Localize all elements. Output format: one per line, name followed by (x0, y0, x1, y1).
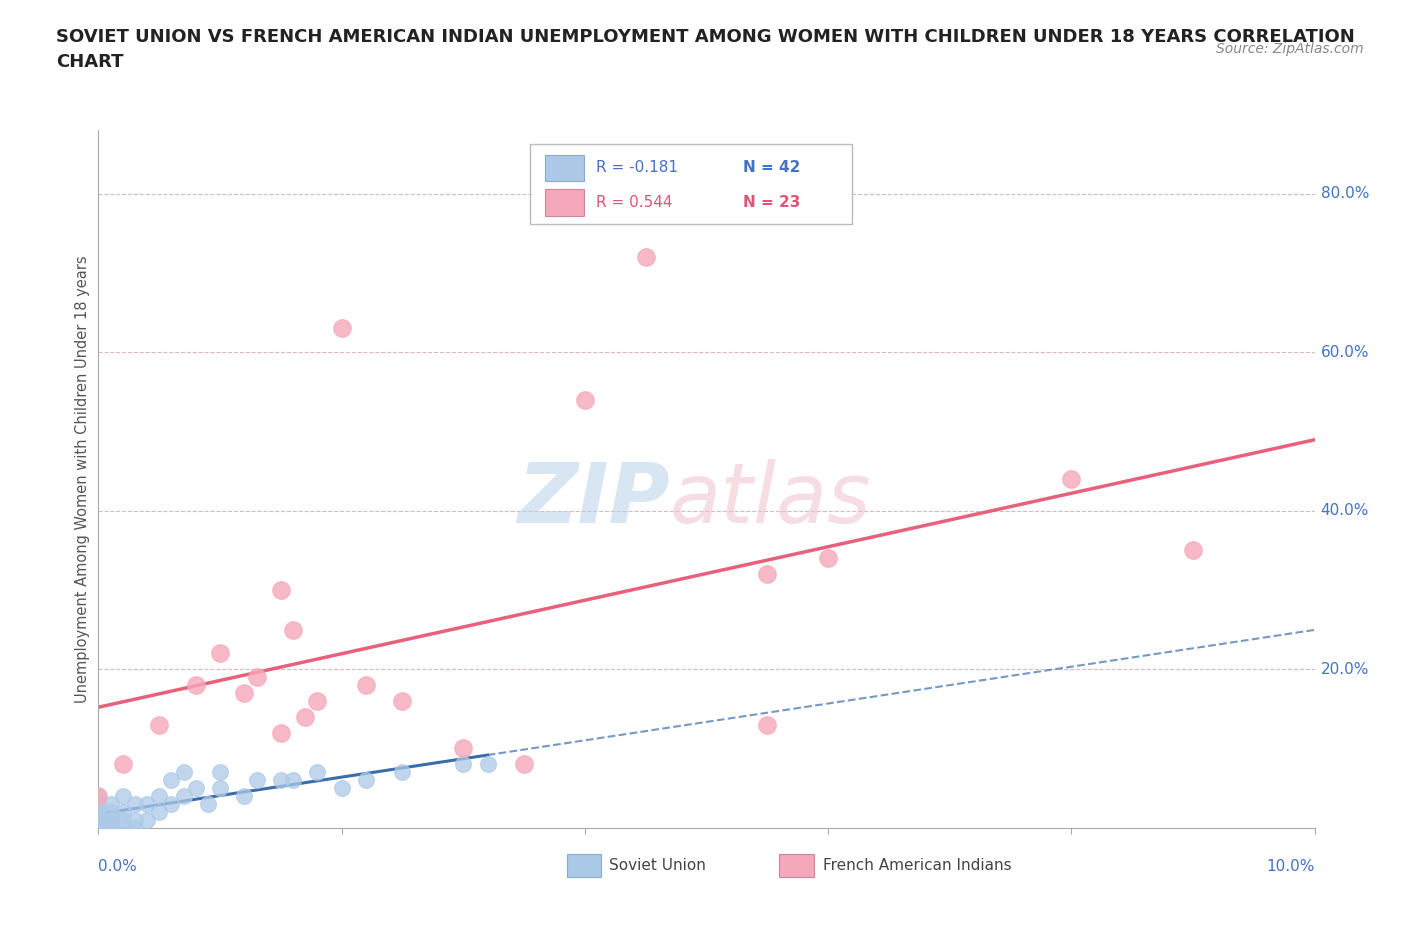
Point (233, 789, 256, 804)
Text: 60.0%: 60.0% (1320, 345, 1369, 360)
Text: Source: ZipAtlas.com: Source: ZipAtlas.com (1216, 42, 1364, 56)
Point (87, 820, 110, 835)
Text: 20.0%: 20.0% (1320, 661, 1369, 677)
Point (173, 789, 195, 804)
Point (136, 796, 159, 811)
Point (513, 757, 536, 772)
Point (197, 796, 219, 811)
Point (100, 804, 122, 819)
Point (148, 789, 170, 804)
Text: 10.0%: 10.0% (1267, 859, 1315, 874)
Point (160, 796, 183, 811)
Point (354, 678, 377, 693)
Point (100, 812, 122, 827)
Text: N = 23: N = 23 (742, 195, 800, 210)
Point (294, 710, 316, 724)
Point (87, 812, 110, 827)
Y-axis label: Unemployment Among Women with Children Under 18 years: Unemployment Among Women with Children U… (75, 255, 90, 703)
Point (453, 741, 475, 756)
Point (574, 392, 596, 407)
Point (307, 694, 329, 709)
Point (87, 812, 110, 827)
Text: R = -0.181: R = -0.181 (596, 160, 678, 176)
Point (111, 820, 134, 835)
Point (136, 812, 159, 827)
Point (87, 804, 110, 819)
Point (124, 796, 146, 811)
Point (111, 812, 134, 827)
Point (391, 764, 413, 779)
Text: 40.0%: 40.0% (1320, 503, 1369, 518)
Point (209, 645, 232, 660)
Point (100, 820, 122, 835)
Text: French American Indians: French American Indians (824, 857, 1012, 873)
Point (100, 796, 122, 811)
Point (281, 773, 304, 788)
Point (209, 780, 232, 795)
Point (354, 773, 377, 788)
Point (270, 582, 292, 597)
Point (817, 551, 839, 565)
Point (87, 820, 110, 835)
Point (100, 812, 122, 827)
Point (391, 694, 413, 709)
Text: R = 0.544: R = 0.544 (596, 195, 672, 210)
Point (87, 796, 110, 811)
Text: ZIP: ZIP (517, 459, 671, 540)
Point (111, 789, 134, 804)
Text: 0.0%: 0.0% (98, 859, 138, 874)
Point (87, 804, 110, 819)
Point (1182, 543, 1205, 558)
Text: 80.0%: 80.0% (1320, 186, 1369, 201)
Text: Soviet Union: Soviet Union (609, 857, 706, 873)
Point (1060, 472, 1083, 486)
Point (124, 820, 146, 835)
Point (233, 685, 256, 700)
Point (111, 757, 134, 772)
Point (270, 725, 292, 740)
Point (281, 622, 304, 637)
FancyBboxPatch shape (779, 854, 814, 876)
Point (148, 804, 170, 819)
Point (477, 757, 499, 772)
Point (124, 812, 146, 827)
Point (173, 764, 195, 779)
Point (756, 566, 779, 581)
Point (270, 773, 292, 788)
Point (634, 249, 657, 264)
Point (148, 717, 170, 732)
Point (87, 789, 110, 804)
Text: atlas: atlas (671, 459, 872, 540)
FancyBboxPatch shape (567, 854, 600, 876)
Text: N = 42: N = 42 (742, 160, 800, 176)
Point (245, 773, 267, 788)
Point (307, 764, 329, 779)
Point (160, 773, 183, 788)
FancyBboxPatch shape (544, 190, 583, 216)
Point (111, 804, 134, 819)
FancyBboxPatch shape (530, 144, 852, 224)
Point (453, 757, 475, 772)
Point (245, 670, 267, 684)
FancyBboxPatch shape (544, 154, 583, 181)
Point (184, 780, 207, 795)
Point (330, 321, 353, 336)
Point (87, 789, 110, 804)
Point (756, 717, 779, 732)
Point (209, 764, 232, 779)
Point (184, 678, 207, 693)
Text: SOVIET UNION VS FRENCH AMERICAN INDIAN UNEMPLOYMENT AMONG WOMEN WITH CHILDREN UN: SOVIET UNION VS FRENCH AMERICAN INDIAN U… (56, 28, 1355, 71)
Point (330, 780, 353, 795)
